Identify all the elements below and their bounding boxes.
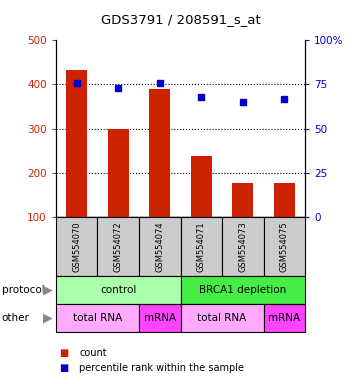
Text: GDS3791 / 208591_s_at: GDS3791 / 208591_s_at: [101, 13, 260, 26]
Text: mRNA: mRNA: [144, 313, 176, 323]
Text: ▶: ▶: [43, 311, 52, 324]
Text: protocol: protocol: [2, 285, 44, 295]
Text: mRNA: mRNA: [268, 313, 300, 323]
Text: GSM554075: GSM554075: [280, 222, 289, 272]
Text: GSM554074: GSM554074: [155, 222, 164, 272]
Bar: [149, 89, 170, 217]
Bar: [232, 183, 253, 217]
Text: control: control: [100, 285, 136, 295]
Bar: [66, 70, 87, 217]
Text: GSM554073: GSM554073: [238, 221, 247, 272]
Text: GSM554070: GSM554070: [72, 222, 81, 272]
Text: count: count: [79, 348, 107, 358]
Bar: [108, 129, 129, 217]
Text: other: other: [2, 313, 30, 323]
Text: ■: ■: [60, 348, 69, 358]
Text: ■: ■: [60, 363, 69, 373]
Text: total RNA: total RNA: [197, 313, 247, 323]
Bar: [274, 183, 295, 217]
Text: GSM554071: GSM554071: [197, 222, 206, 272]
Text: ▶: ▶: [43, 284, 52, 297]
Text: BRCA1 depletion: BRCA1 depletion: [199, 285, 286, 295]
Text: percentile rank within the sample: percentile rank within the sample: [79, 363, 244, 373]
Bar: [191, 156, 212, 217]
Text: total RNA: total RNA: [73, 313, 122, 323]
Text: GSM554072: GSM554072: [114, 222, 123, 272]
